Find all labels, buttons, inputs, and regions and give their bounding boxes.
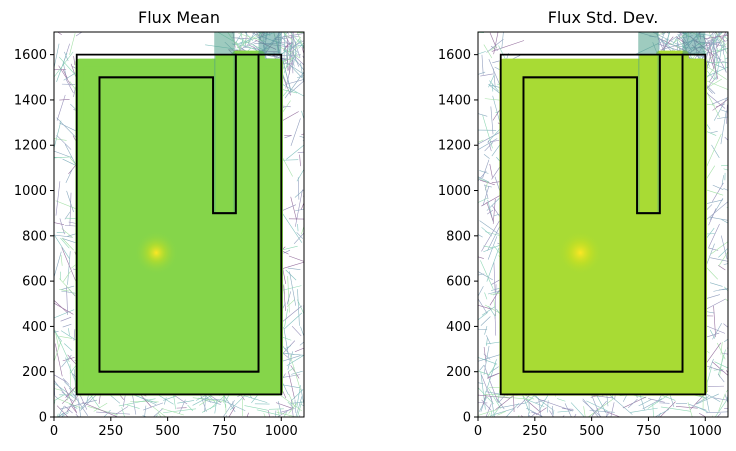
- y-tick-label: 1600: [438, 48, 471, 63]
- axes-frame: [53, 31, 305, 418]
- flux-fill: [499, 32, 707, 396]
- y-tick-label: 400: [446, 320, 471, 335]
- y-tick-label: 400: [22, 320, 47, 335]
- y-tick-label: 0: [463, 411, 471, 426]
- x-tick-label: 750: [212, 424, 237, 439]
- flux-std-dev-panel: Flux Std. Dev. 0 250 500 750 1000 0 200 400 600 80…: [438, 8, 729, 439]
- heatmap-area: [478, 32, 728, 417]
- axes-frame: [477, 31, 729, 418]
- x-tick-label: 750: [636, 424, 661, 439]
- x-tick-label: 250: [522, 424, 547, 439]
- y-tick-label: 1400: [14, 93, 47, 108]
- x-tick-label: 1000: [689, 424, 722, 439]
- y-tick-label: 200: [446, 365, 471, 380]
- y-tick-label: 1000: [438, 184, 471, 199]
- geometry-inner-boundary: [522, 53, 684, 373]
- y-tick-label: 1600: [14, 48, 47, 63]
- flux-mean-panel: Flux Mean 0 250 500 750 1000 0 200 400 600 800 1000…: [14, 8, 305, 439]
- chart-title: Flux Mean: [138, 8, 220, 27]
- x-tick-label: 1000: [265, 424, 298, 439]
- y-tick-label: 600: [446, 275, 471, 290]
- y-tick-label: 0: [39, 411, 47, 426]
- y-tick-label: 1200: [438, 139, 471, 154]
- y-tick-label: 200: [22, 365, 47, 380]
- hot-spot: [134, 230, 179, 275]
- x-tick-label: 0: [474, 424, 482, 439]
- x-tick-label: 0: [50, 424, 58, 439]
- y-tick-label: 600: [22, 275, 47, 290]
- flux-fill: [75, 32, 283, 396]
- heatmap-area: [54, 32, 304, 417]
- x-tick-label: 500: [579, 424, 604, 439]
- hot-spot: [558, 230, 603, 275]
- y-tick-label: 1200: [14, 139, 47, 154]
- y-tick-label: 800: [22, 229, 47, 244]
- chart-title: Flux Std. Dev.: [548, 8, 659, 27]
- y-tick-label: 800: [446, 229, 471, 244]
- x-tick-label: 250: [98, 424, 123, 439]
- x-tick-label: 500: [155, 424, 180, 439]
- y-tick-label: 1400: [438, 93, 471, 108]
- geometry-inner-boundary: [98, 53, 260, 373]
- y-tick-label: 1000: [14, 184, 47, 199]
